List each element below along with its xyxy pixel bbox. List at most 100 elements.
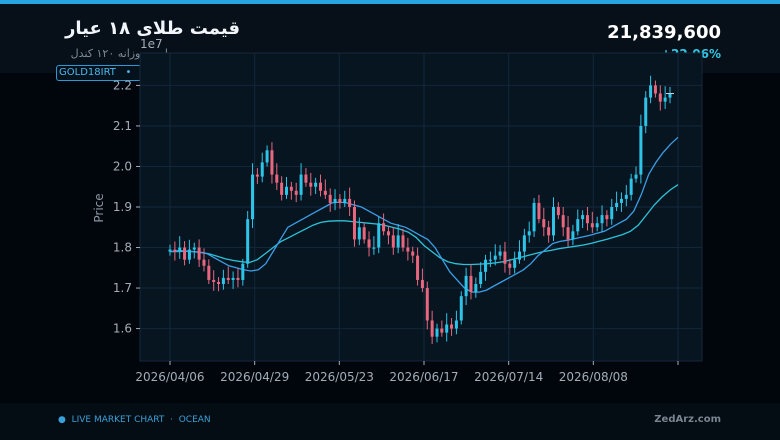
candle-body	[484, 260, 487, 272]
candle-body	[547, 227, 550, 235]
candle-body	[387, 231, 390, 235]
candle-body	[241, 264, 244, 280]
candle-body	[596, 223, 599, 227]
candle-body	[469, 276, 472, 292]
candle-body	[508, 264, 511, 268]
candle-body	[533, 203, 536, 231]
y-offset-label: 1e7	[140, 37, 163, 51]
candle-body	[528, 231, 531, 235]
candle-body	[479, 272, 482, 284]
candle-body	[183, 248, 186, 260]
candle-body	[668, 94, 671, 98]
candle-body	[285, 187, 288, 195]
candle-body	[601, 215, 604, 223]
candle-body	[334, 199, 337, 203]
candle-body	[445, 325, 448, 333]
candle-body	[363, 227, 366, 239]
candle-body	[664, 98, 667, 102]
candle-body	[489, 260, 492, 261]
candle-body	[591, 223, 594, 227]
candle-body	[450, 325, 453, 329]
candle-body	[168, 250, 171, 252]
x-tick-label: 2026/04/29	[220, 370, 289, 384]
brand-watermark: ZedArz.com	[654, 414, 721, 425]
candle-body	[397, 235, 400, 247]
candle-body	[275, 175, 278, 183]
x-tick-label: 2026/08/08	[559, 370, 628, 384]
candle-body	[416, 256, 419, 280]
candle-body	[426, 288, 429, 320]
candle-body	[562, 215, 565, 227]
candle-body	[460, 296, 463, 320]
candle-body	[207, 266, 210, 280]
candle-body	[295, 191, 298, 195]
candle-body	[542, 219, 545, 227]
y-tick-label: 2.0	[113, 159, 132, 173]
candle-body	[402, 235, 405, 247]
candle-body	[503, 252, 506, 264]
candle-body	[222, 278, 225, 284]
candle-body	[465, 276, 468, 296]
candle-body	[421, 280, 424, 288]
candle-body	[314, 183, 317, 187]
candle-body	[440, 329, 443, 333]
x-tick-label: 2026/05/23	[305, 370, 374, 384]
candle-body	[251, 175, 254, 220]
candle-body	[188, 250, 191, 260]
candle-body	[610, 207, 613, 219]
candle-body	[455, 320, 458, 328]
candle-body	[372, 248, 375, 249]
candle-body	[329, 195, 332, 203]
candle-body	[567, 227, 570, 239]
candle-body	[319, 183, 322, 191]
candle-body	[576, 219, 579, 231]
candle-body	[178, 248, 181, 252]
candle-body	[639, 126, 642, 175]
candle-body	[431, 320, 434, 336]
candle-body	[300, 175, 303, 195]
candle-body	[620, 199, 623, 203]
y-tick-label: 2.2	[113, 78, 132, 92]
candle-body	[304, 175, 307, 183]
candle-body	[227, 278, 230, 280]
candle-body	[552, 207, 555, 235]
candle-body	[280, 183, 283, 195]
candle-body	[411, 252, 414, 256]
candle-body	[236, 278, 239, 280]
candle-body	[348, 199, 351, 207]
x-axis: 2026/04/06 2026/04/29 2026/05/23 2026/06/17…	[135, 361, 678, 384]
candle-body	[246, 219, 249, 264]
footer-live-label: LIVE MARKET CHART	[72, 415, 165, 425]
y-axis-label: Price	[92, 193, 106, 222]
y-axis: 1.6 1.7 1.8 1.9 2.0 2.1 2.2	[113, 78, 140, 335]
candle-body	[382, 223, 385, 231]
candle-body	[173, 250, 176, 252]
candle-body	[198, 248, 201, 260]
footer-theme-label: OCEAN	[179, 415, 211, 425]
x-tick-label: 2026/07/14	[474, 370, 543, 384]
candle-body	[358, 227, 361, 239]
y-tick-label: 1.7	[113, 281, 132, 295]
candle-body	[625, 195, 628, 199]
candle-body	[392, 235, 395, 247]
candle-body	[261, 162, 264, 176]
candle-body	[615, 203, 618, 207]
candle-body	[523, 235, 526, 251]
live-dot-icon: ●	[58, 415, 66, 425]
candle-body	[324, 191, 327, 195]
y-tick-label: 1.9	[113, 200, 132, 214]
candle-body	[309, 183, 312, 187]
candle-body	[581, 215, 584, 219]
candle-body	[202, 260, 205, 266]
candle-body	[368, 239, 371, 247]
candle-body	[338, 199, 341, 203]
candle-body	[513, 260, 516, 268]
y-tick-label: 1.6	[113, 322, 132, 336]
candle-body	[557, 207, 560, 215]
x-tick-label: 2026/06/17	[389, 370, 458, 384]
candle-body	[474, 284, 477, 292]
candle-body	[256, 175, 259, 177]
candle-body	[630, 179, 633, 195]
candle-body	[270, 150, 273, 174]
candle-body	[494, 256, 497, 260]
